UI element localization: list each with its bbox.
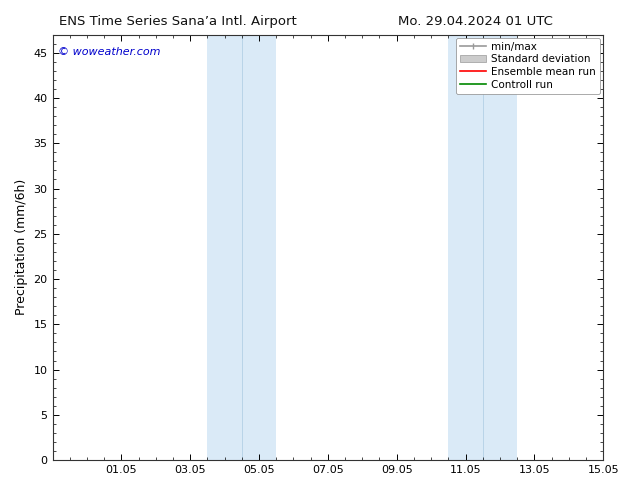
Legend: min/max, Standard deviation, Ensemble mean run, Controll run: min/max, Standard deviation, Ensemble me…	[456, 38, 600, 94]
Text: © woweather.com: © woweather.com	[58, 48, 160, 57]
Text: Mo. 29.04.2024 01 UTC: Mo. 29.04.2024 01 UTC	[398, 15, 553, 28]
Text: ENS Time Series Sana’a Intl. Airport: ENS Time Series Sana’a Intl. Airport	[59, 15, 296, 28]
Bar	[207, 35, 276, 460]
Y-axis label: Precipitation (mm/6h): Precipitation (mm/6h)	[15, 179, 28, 316]
Bar	[448, 35, 517, 460]
